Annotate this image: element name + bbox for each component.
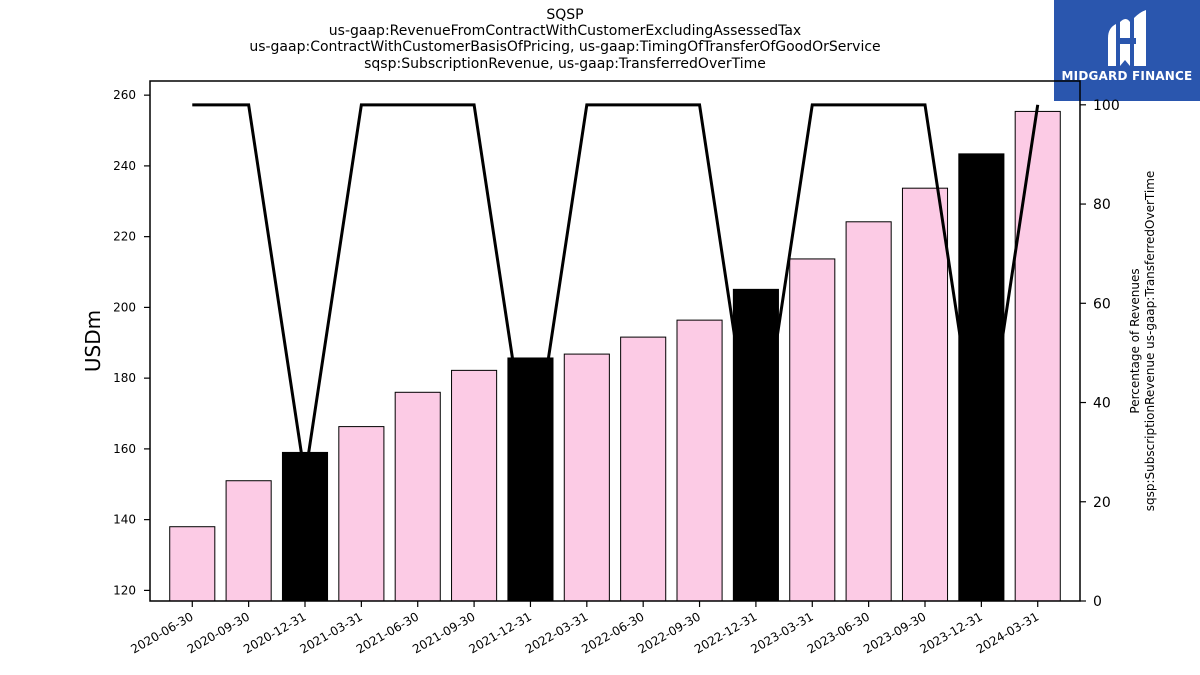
x-tick-label-2023-09-30: 2023-09-30	[861, 609, 928, 656]
bar-2022-12-31	[732, 288, 779, 602]
x-tick-label-2021-06-30: 2021-06-30	[354, 609, 421, 656]
x-tick-label-2022-12-31: 2022-12-31	[692, 609, 759, 656]
y-tick-label-200: 200	[113, 300, 136, 314]
x-tick-label-2023-03-31: 2023-03-31	[748, 609, 815, 656]
y-tick-label-240: 240	[113, 159, 136, 173]
bar-2020-06-30	[169, 526, 216, 602]
bar-2023-06-30	[845, 221, 892, 602]
y-right-tick-label-40: 40	[1093, 396, 1111, 412]
title-line-1: SQSP	[546, 7, 584, 23]
logo-text: MIDGARD FINANCE	[1061, 69, 1193, 83]
y-right-tick-label-60: 60	[1093, 296, 1111, 312]
x-tick-label-2020-06-30: 2020-06-30	[128, 609, 195, 656]
bar-2021-06-30	[394, 391, 441, 602]
line-series	[192, 103, 1040, 478]
x-tick-label-2022-09-30: 2022-09-30	[636, 609, 703, 656]
y-right-tick-label-0: 0	[1093, 594, 1102, 610]
x-tick-label-2021-12-31: 2021-12-31	[467, 609, 534, 656]
logo-mark-icon	[1108, 10, 1146, 66]
bar-2024-03-31	[1014, 110, 1061, 602]
x-tick-label-2023-06-30: 2023-06-30	[805, 609, 872, 656]
y-tick-label-140: 140	[113, 513, 136, 527]
y-tick-label-120: 120	[113, 583, 136, 597]
bar-2023-09-30	[901, 187, 949, 602]
y-right-tick-label-20: 20	[1093, 495, 1111, 511]
x-tick-label-2020-12-31: 2020-12-31	[241, 609, 308, 656]
x-tick-label-2022-03-31: 2022-03-31	[523, 609, 590, 656]
y-right-tick-label-100: 100	[1093, 98, 1120, 114]
plot-frame	[149, 80, 1081, 602]
bar-2023-03-31	[789, 258, 836, 602]
midgard-finance-logo: MIDGARD FINANCE	[1054, 0, 1200, 101]
bar-2022-03-31	[563, 353, 610, 602]
y-tick-label-260: 260	[113, 88, 136, 102]
y-right-tick-label-80: 80	[1093, 197, 1111, 213]
x-tick-label-2021-03-31: 2021-03-31	[297, 609, 364, 656]
x-tick-label-2024-03-31: 2024-03-31	[974, 609, 1041, 656]
bar-2022-06-30	[620, 336, 667, 602]
bar-2021-12-31	[507, 357, 554, 602]
x-tick-label-2021-09-30: 2021-09-30	[410, 609, 477, 656]
bar-2020-12-31	[281, 451, 329, 602]
title-line-4: sqsp:SubscriptionRevenue, us-gaap:Transf…	[364, 56, 766, 72]
x-tick-label-2023-12-31: 2023-12-31	[917, 609, 984, 656]
bar-2022-09-30	[676, 319, 723, 602]
bar-2020-09-30	[225, 480, 272, 602]
x-tick-label-2022-06-30: 2022-06-30	[579, 609, 646, 656]
bar-2021-03-31	[338, 426, 385, 602]
y-tick-label-180: 180	[113, 371, 136, 385]
title-line-3: us-gaap:ContractWithCustomerBasisOfPrici…	[249, 39, 881, 55]
y-tick-label-160: 160	[113, 442, 136, 456]
y-tick-label-220: 220	[113, 230, 136, 244]
bar-2021-09-30	[451, 369, 498, 602]
x-tick-label-2020-09-30: 2020-09-30	[185, 609, 252, 656]
title-line-2: us-gaap:RevenueFromContractWithCustomerE…	[328, 23, 802, 39]
